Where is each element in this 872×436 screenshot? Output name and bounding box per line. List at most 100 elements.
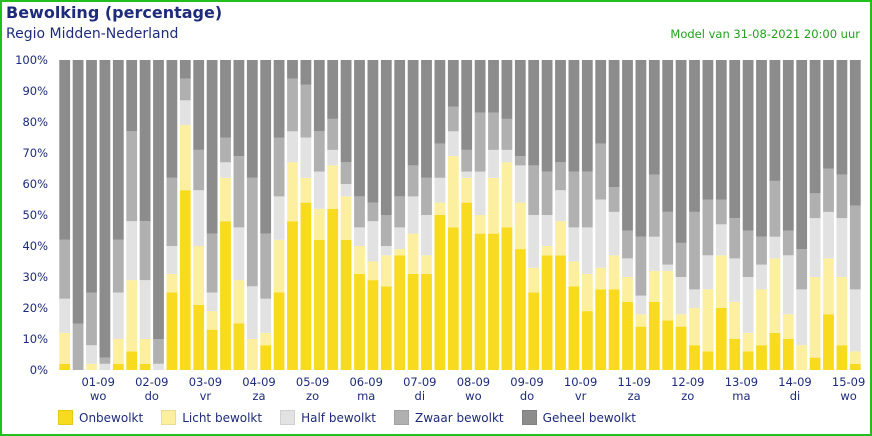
bar-segment-licht-bewolkt	[139, 339, 151, 364]
bar-segment-half-bewolkt	[501, 149, 513, 163]
bar-segment-onbewolkt	[689, 345, 700, 370]
bar-segment-half-bewolkt	[394, 227, 406, 250]
legend-label: Geheel bewolkt	[542, 410, 636, 425]
y-tick-label: 50%	[22, 208, 48, 222]
bar-segment-zwaar-bewolkt	[99, 357, 111, 364]
bar-segment-zwaar-bewolkt	[675, 242, 687, 277]
bar-segment-onbewolkt	[367, 280, 379, 370]
bar-segment-onbewolkt	[340, 239, 352, 370]
bar-segment-zwaar-bewolkt	[340, 162, 352, 184]
bar-segment-geheel-bewolkt	[488, 60, 499, 113]
bar-segment-half-bewolkt	[380, 246, 392, 256]
bar-segment-onbewolkt	[300, 202, 312, 370]
bar-segment-licht-bewolkt	[166, 273, 178, 293]
bar-segment-licht-bewolkt	[849, 351, 861, 364]
bar-segment-half-bewolkt	[273, 196, 285, 240]
bar-segment-half-bewolkt	[421, 215, 432, 256]
legend-item[interactable]: Onbewolkt	[58, 410, 143, 425]
bar-segment-licht-bewolkt	[796, 345, 808, 370]
bar-segment-geheel-bewolkt	[220, 60, 231, 138]
bar-segment-zwaar-bewolkt	[86, 292, 97, 346]
bar-segment-zwaar-bewolkt	[287, 78, 298, 132]
bar-segment-licht-bewolkt	[474, 215, 486, 234]
chart-title: Bewolking (percentage)	[6, 3, 223, 22]
bar-segment-zwaar-bewolkt	[782, 230, 794, 256]
bar-segment-half-bewolkt	[220, 162, 231, 178]
legend-item[interactable]: Geheel bewolkt	[521, 410, 636, 425]
x-date-label: 04-09	[242, 375, 275, 389]
bar-segment-licht-bewolkt	[809, 277, 821, 358]
bar-segment-zwaar-bewolkt	[260, 233, 272, 299]
bar-segment-licht-bewolkt	[635, 314, 647, 327]
bar-segment-onbewolkt	[220, 221, 231, 370]
bar-segment-licht-bewolkt	[273, 239, 285, 293]
bar-segment-geheel-bewolkt	[246, 60, 258, 178]
bar-segment-half-bewolkt	[139, 280, 151, 339]
bar-segment-geheel-bewolkt	[394, 60, 406, 197]
legend-item[interactable]: Half bewolkt	[280, 410, 376, 425]
bar-segment-onbewolkt	[541, 255, 553, 370]
bar-segment-geheel-bewolkt	[153, 60, 164, 339]
bar-segment-half-bewolkt	[488, 149, 499, 178]
bar-segment-geheel-bewolkt	[233, 60, 245, 157]
bar-segment-zwaar-bewolkt	[380, 215, 392, 246]
legend-swatch	[58, 410, 73, 425]
bar-segment-geheel-bewolkt	[769, 60, 781, 181]
bar-segment-zwaar-bewolkt	[367, 202, 379, 222]
bar-segment-onbewolkt	[648, 301, 660, 370]
bar-segment-zwaar-bewolkt	[112, 239, 124, 293]
bar-segment-onbewolkt	[622, 301, 633, 370]
bar-segment-zwaar-bewolkt	[595, 143, 607, 200]
bar-segment-half-bewolkt	[233, 227, 245, 281]
y-tick-label: 100%	[15, 53, 48, 67]
x-date-label: 11-09	[617, 375, 650, 389]
bar-segment-zwaar-bewolkt	[461, 149, 473, 172]
y-tick-label: 70%	[22, 146, 48, 160]
x-weekday-label: do	[145, 389, 159, 403]
bar-segment-zwaar-bewolkt	[193, 149, 205, 191]
bar-segment-zwaar-bewolkt	[702, 199, 714, 256]
bar-segment-zwaar-bewolkt	[796, 249, 808, 290]
legend-item[interactable]: Licht bewolkt	[161, 410, 262, 425]
bar-segment-licht-bewolkt	[662, 270, 674, 321]
bar-segment-licht-bewolkt	[528, 267, 540, 293]
bar-segment-geheel-bewolkt	[421, 60, 432, 178]
x-date-label: 15-09	[832, 375, 865, 389]
bar-segment-onbewolkt	[447, 227, 459, 370]
bar-segment-geheel-bewolkt	[126, 60, 138, 132]
bar-segment-onbewolkt	[514, 249, 526, 370]
x-weekday-label: vr	[200, 389, 212, 403]
bar-segment-geheel-bewolkt	[662, 60, 674, 212]
bar-segment-onbewolkt	[206, 329, 218, 370]
bar-segment-licht-bewolkt	[246, 339, 258, 370]
bar-segment-onbewolkt	[260, 345, 272, 370]
bar-segment-licht-bewolkt	[595, 267, 607, 290]
bar-segment-licht-bewolkt	[407, 233, 419, 274]
bar-segment-onbewolkt	[126, 351, 138, 370]
bar-segment-geheel-bewolkt	[568, 60, 580, 172]
y-tick-label: 40%	[22, 239, 48, 253]
bar-segment-onbewolkt	[581, 311, 593, 370]
y-tick-label: 10%	[22, 332, 48, 346]
bar-segment-geheel-bewolkt	[59, 60, 71, 240]
bar-segment-zwaar-bewolkt	[421, 177, 432, 215]
bar-segment-zwaar-bewolkt	[662, 211, 674, 265]
x-weekday-label: di	[790, 389, 801, 403]
bar-segment-half-bewolkt	[260, 298, 272, 333]
bar-segment-licht-bewolkt	[756, 289, 767, 346]
bar-segment-zwaar-bewolkt	[648, 174, 660, 237]
x-date-label: 12-09	[671, 375, 704, 389]
bar-segment-half-bewolkt	[112, 292, 124, 339]
bar-segment-onbewolkt	[528, 292, 540, 370]
bar-segment-onbewolkt	[166, 292, 178, 370]
bar-segment-half-bewolkt	[407, 196, 419, 234]
legend-swatch	[161, 410, 177, 425]
bar-segment-half-bewolkt	[715, 224, 727, 256]
bar-segment-half-bewolkt	[555, 190, 566, 222]
legend-swatch	[521, 410, 537, 425]
bar-segment-zwaar-bewolkt	[354, 196, 365, 228]
bar-segment-zwaar-bewolkt	[273, 137, 285, 197]
bar-segment-licht-bewolkt	[340, 196, 352, 240]
legend-item[interactable]: Zwaar bewolkt	[394, 410, 504, 425]
